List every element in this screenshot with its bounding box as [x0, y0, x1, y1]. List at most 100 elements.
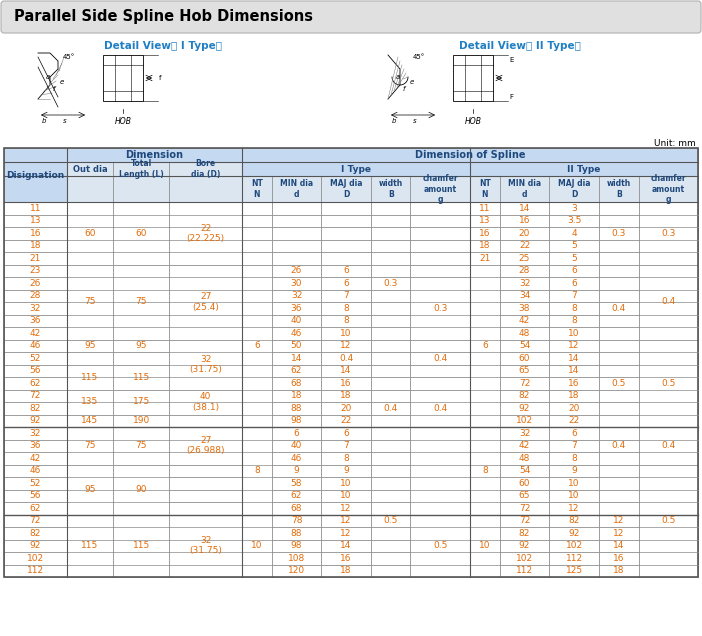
Text: 72: 72: [29, 516, 41, 525]
Bar: [371, 364, 411, 377]
Bar: [272, 452, 322, 464]
Bar: [500, 340, 549, 352]
Text: 10: 10: [569, 491, 580, 501]
Bar: [322, 214, 371, 227]
Bar: [272, 377, 322, 389]
Text: I Type: I Type: [341, 165, 371, 174]
Text: f: f: [53, 86, 55, 92]
Bar: [169, 490, 242, 502]
Bar: [470, 227, 500, 240]
Bar: [67, 427, 113, 464]
Text: 16: 16: [29, 229, 41, 238]
Text: 11: 11: [29, 204, 41, 213]
Text: 16: 16: [613, 554, 625, 563]
Text: f: f: [159, 75, 161, 81]
Text: 0.3: 0.3: [433, 304, 447, 313]
Text: 98: 98: [291, 416, 303, 425]
Text: 14: 14: [569, 366, 580, 375]
Bar: [371, 402, 411, 415]
Text: 32: 32: [519, 429, 530, 438]
Bar: [599, 227, 639, 240]
Text: 48: 48: [519, 329, 530, 338]
Text: 42: 42: [29, 453, 41, 463]
Bar: [322, 265, 371, 277]
Text: 16: 16: [569, 379, 580, 388]
Bar: [599, 340, 639, 352]
Text: 10: 10: [479, 541, 491, 550]
Text: 42: 42: [29, 329, 41, 338]
Bar: [599, 515, 639, 527]
Text: 102: 102: [566, 541, 583, 550]
Text: 20: 20: [340, 404, 352, 413]
Bar: [470, 515, 500, 577]
Text: 72: 72: [519, 504, 530, 513]
Bar: [322, 252, 371, 265]
Bar: [113, 389, 169, 415]
Bar: [549, 415, 599, 427]
Bar: [411, 352, 470, 364]
Text: Dimension of Spline: Dimension of Spline: [415, 150, 525, 160]
Bar: [4, 352, 67, 364]
Text: e: e: [60, 79, 65, 85]
Bar: [371, 352, 411, 364]
Bar: [549, 214, 599, 227]
Text: 32
(31.75): 32 (31.75): [189, 355, 222, 374]
Bar: [272, 340, 322, 352]
Bar: [549, 277, 599, 289]
Bar: [639, 202, 698, 265]
Text: 38: 38: [519, 304, 530, 313]
Bar: [639, 265, 698, 340]
Text: 32: 32: [29, 429, 41, 438]
Bar: [411, 364, 470, 377]
Bar: [169, 464, 242, 477]
Bar: [599, 527, 639, 539]
Text: 6: 6: [571, 266, 577, 275]
Bar: [500, 565, 549, 577]
Bar: [4, 565, 67, 577]
Text: 0.3: 0.3: [661, 229, 675, 238]
Bar: [4, 302, 67, 314]
Bar: [4, 289, 67, 302]
Bar: [500, 214, 549, 227]
Text: 52: 52: [29, 479, 41, 488]
Bar: [4, 415, 67, 427]
Text: 22: 22: [340, 416, 352, 425]
Text: 14: 14: [291, 354, 302, 363]
Bar: [4, 552, 67, 565]
Bar: [599, 415, 639, 427]
Text: 6: 6: [343, 279, 349, 287]
Bar: [411, 240, 470, 252]
Bar: [67, 464, 113, 515]
Bar: [322, 202, 371, 214]
Bar: [470, 162, 698, 176]
Text: 8: 8: [254, 466, 260, 475]
Bar: [371, 289, 411, 302]
Bar: [470, 214, 500, 227]
Text: 62: 62: [29, 504, 41, 513]
Text: f: f: [403, 86, 406, 92]
Text: 72: 72: [519, 379, 530, 388]
Text: HOB: HOB: [114, 117, 131, 126]
Text: 6: 6: [343, 429, 349, 438]
Text: 20: 20: [569, 404, 580, 413]
Bar: [599, 352, 639, 364]
Bar: [272, 539, 322, 552]
Text: 75: 75: [135, 298, 147, 307]
Bar: [67, 148, 242, 162]
Text: HOB: HOB: [465, 117, 482, 126]
Bar: [599, 176, 639, 202]
Text: 112: 112: [27, 566, 44, 575]
Text: 12: 12: [340, 504, 352, 513]
Bar: [322, 477, 371, 490]
Bar: [272, 389, 322, 402]
Text: 0.4: 0.4: [661, 298, 675, 307]
Text: 102: 102: [516, 416, 533, 425]
Bar: [169, 176, 242, 202]
Text: 25: 25: [519, 254, 530, 263]
Bar: [272, 277, 322, 289]
Bar: [4, 477, 67, 490]
Bar: [272, 477, 322, 490]
Text: 0.5: 0.5: [611, 379, 626, 388]
Bar: [322, 340, 371, 352]
Text: 10: 10: [569, 479, 580, 488]
